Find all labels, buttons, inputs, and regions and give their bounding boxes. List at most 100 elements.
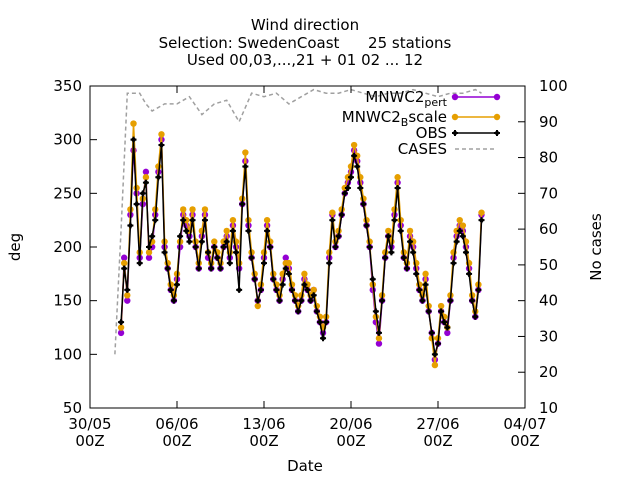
x-tick-label-date: 04/07 [503,415,546,433]
data-point-dot [333,244,338,250]
data-point-dot [121,266,127,271]
data-point [229,216,237,224]
data-point-dot [149,234,155,239]
x-tick-label-hour: 00Z [75,432,104,450]
data-point-dot [118,319,124,325]
data-point-dot [373,309,379,314]
data-point-dot [473,314,478,319]
y2-tick-label: 40 [539,292,558,310]
series-mnwc2_pert [117,136,485,363]
data-point [456,216,463,224]
data-point [180,206,187,213]
y-axis-label: deg [6,233,24,261]
series-line [120,123,483,366]
data-point [260,249,268,256]
data-point-dot [358,185,363,191]
x-tick-label-date: 13/06 [242,415,285,433]
data-point [223,227,230,235]
data-point-dot [314,309,320,314]
data-point [211,238,218,245]
data-point [189,206,196,213]
data-point-dot [146,244,152,250]
data-point-dot [395,185,400,191]
data-point [394,174,401,181]
data-point [142,168,150,176]
data-point-dot [289,287,295,293]
data-point-dot [137,260,142,266]
data-point [301,270,308,278]
data-point [431,361,439,369]
x-tick-label-date: 30/05 [68,415,111,433]
data-point-dot [392,217,397,223]
data-point-dot [330,217,335,223]
data-point-dot [476,287,481,293]
data-point-dot [268,244,273,250]
legend-label-subscript: pert [424,96,447,109]
data-point [329,209,336,216]
x-tick-label-hour: 00Z [423,432,452,450]
data-point-dot [162,250,167,255]
y2-axis-label: No cases [587,213,605,281]
data-point-dot [224,239,229,244]
data-point [459,222,467,229]
series-cases [114,88,482,355]
data-point-dot [336,234,341,239]
data-point-dot [404,266,410,271]
y-tick-label: 100 [53,345,82,363]
data-point-dot [417,287,422,293]
data-point-dot [442,319,447,325]
data-point-dot [143,180,149,185]
y-tick-label: 50 [63,399,82,417]
data-point-dot [320,336,326,341]
data-point-dot [299,298,304,303]
data-point-dot [389,250,394,255]
data-point-dot [435,341,441,346]
data-point [124,292,131,299]
data-point-dot [221,244,226,250]
data-point [242,149,249,156]
data-point-dot [187,239,192,244]
data-point [124,297,131,304]
data-point [158,131,165,138]
data-point-dot [454,239,459,244]
data-point-dot [448,298,453,303]
data-point-dot [292,298,298,303]
data-point-dot [355,164,360,169]
data-point-dot [295,309,301,314]
data-point [478,209,485,216]
y2-tick-label: 20 [539,363,558,381]
legend-label-mnwc2_pert: MNWC2pert [365,88,447,109]
data-point-dot [432,352,438,357]
data-point-dot [445,325,450,330]
legend-label-obs: OBS [416,124,447,142]
x-tick-label-hour: 00Z [249,432,278,450]
data-point-dot [463,250,469,255]
data-point-dot [379,298,385,303]
data-point [145,254,153,261]
data-point-dot [401,255,407,260]
series-line [120,139,483,355]
data-point [437,302,445,310]
data-point-dot [233,250,239,255]
data-point-dot [271,277,276,282]
data-point [117,329,125,337]
data-point-dot [215,255,220,260]
data-point [391,206,398,213]
data-point-dot [218,266,223,271]
data-point-dot [165,266,170,271]
legend-label-rest: scale [408,108,447,126]
data-point-dot [460,234,466,239]
legend-marker [493,93,501,101]
y-tick-label: 250 [53,184,82,202]
data-point [444,329,451,337]
data-point [406,227,414,235]
data-point-dot [274,287,279,293]
data-point-dot [364,223,369,228]
data-point-dot [181,217,186,223]
data-point-dot [246,228,251,234]
data-point-dot [323,319,329,325]
data-point-dot [386,234,391,239]
y2-tick-label: 60 [539,220,558,238]
